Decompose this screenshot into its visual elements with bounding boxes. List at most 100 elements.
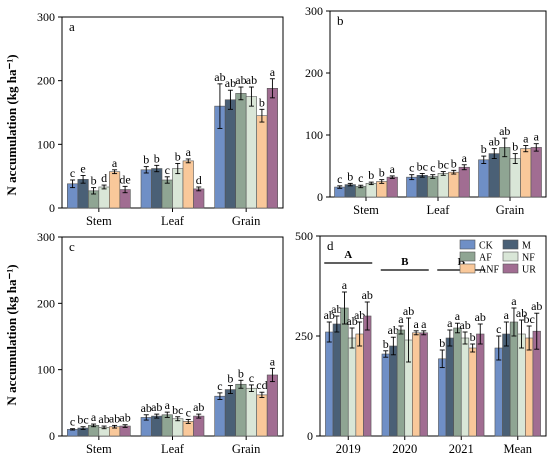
bar [332,323,341,437]
y-tick-label: 100 [37,363,55,377]
significance-letter: b [439,336,445,350]
bar [419,332,428,437]
group-marker: A [344,249,352,261]
significance-letter: a [390,162,396,176]
bar [77,179,89,209]
bar [172,418,184,437]
significance-letter: ab [225,76,236,90]
panel-letter: c [69,239,75,254]
bar [517,333,526,437]
significance-letter: c [186,405,191,419]
significance-letter: c [409,161,414,175]
bar [98,186,110,209]
significance-letter: e [80,162,85,176]
significance-letter: b [175,149,181,163]
bar [235,93,247,209]
significance-letter: de [119,172,130,186]
significance-letter: ab [98,412,109,426]
significance-letter: ab [119,411,130,425]
bar [266,88,278,209]
bar [193,188,205,209]
significance-letter: b [259,95,265,109]
x-tick-label: 2021 [449,442,474,456]
bar [525,337,534,437]
significance-letter: b [470,330,476,344]
y-tick-label: 0 [49,429,55,443]
significance-letter: b [481,142,487,156]
legend-label: UR [522,265,536,276]
significance-letter: c [496,322,501,336]
bar [235,383,247,437]
bar [151,415,163,437]
significance-letter: a [91,410,97,424]
significance-letter: b [512,140,518,154]
significance-letter: ab [331,302,342,316]
bar [494,347,503,437]
x-tick-label: Stem [86,442,112,456]
x-tick-label: Leaf [161,214,185,228]
y-tick-label: 300 [37,230,55,244]
significance-letter: a [462,151,468,165]
significance-letter: b [227,372,233,386]
y-tick-label: 300 [37,10,55,24]
bar [437,173,449,198]
bar [476,333,485,437]
bar [266,374,278,437]
significance-letter: ab [246,73,257,87]
y-tick-label: 250 [295,329,313,343]
bar [161,179,173,209]
y-tick-label: 300 [305,4,323,18]
legend-label: CK [479,241,494,252]
significance-letter: ab [388,323,399,337]
significance-letter: a [523,132,529,146]
x-tick-label: Stem [86,214,112,228]
significance-letter: ab [324,308,335,322]
bar [363,315,372,437]
significance-letter: ab [531,299,542,313]
x-tick-label: 2020 [392,442,417,456]
significance-letter: b [383,337,389,351]
bar [427,176,439,198]
significance-letter: ab [214,70,225,84]
bar [396,329,406,437]
x-tick-label: Mean [504,442,533,456]
significance-letter: ab [235,73,246,87]
bar [365,183,377,198]
y-tick-label: 0 [307,429,313,443]
significance-letter: bc [523,312,534,326]
y-tick-label: 100 [37,137,55,151]
significance-letter: a [112,156,118,170]
significance-letter: a [165,398,171,412]
significance-letter: b [368,168,374,182]
x-tick-label: Leaf [161,442,185,456]
bar [509,321,519,437]
legend-label: M [522,241,531,252]
significance-letter: c [337,172,342,186]
y-tick-label: 200 [305,66,323,80]
significance-letter: d [196,173,202,187]
bar [151,168,163,209]
bar [376,181,388,198]
significance-letter: a [447,316,453,330]
significance-letter: a [270,65,276,79]
significance-letter: bc [172,403,183,417]
significance-letter: a [186,145,192,159]
significance-letter: c [70,166,75,180]
bar [256,394,268,437]
legend-label: ANF [479,265,499,276]
bar [412,332,421,437]
significance-letter: a [421,317,427,331]
x-tick-label: Leaf [427,203,451,217]
significance-letter: a [413,317,419,331]
significance-letter: c [70,415,75,429]
significance-letter: c [217,379,222,393]
significance-letter: b [238,366,244,380]
significance-letter: a [398,312,404,326]
group-marker: B [401,256,409,268]
significance-letter: ab [403,304,414,318]
